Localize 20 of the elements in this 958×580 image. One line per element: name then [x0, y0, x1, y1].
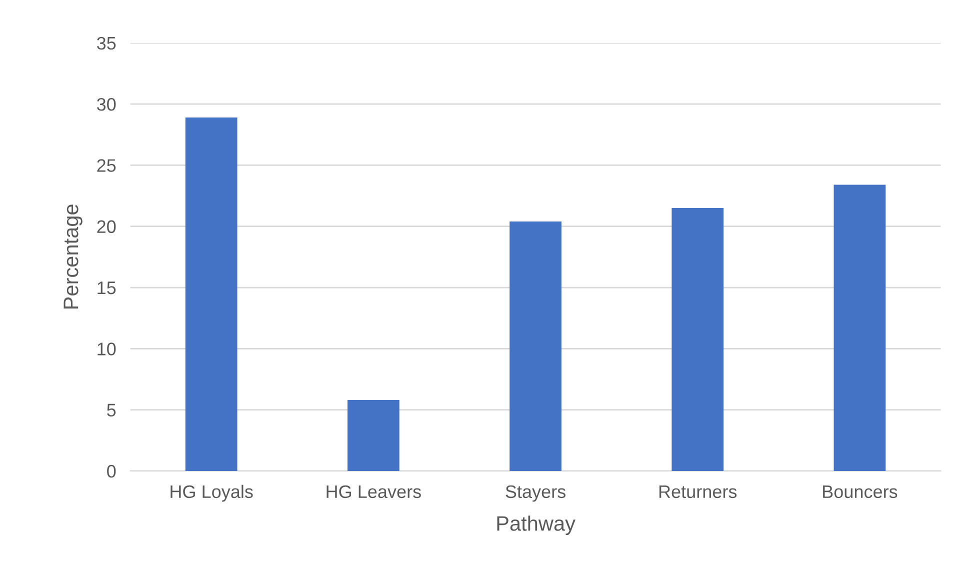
x-tick-label: HG Loyals	[170, 484, 253, 502]
x-axis-title: Pathway	[497, 516, 576, 535]
bar	[672, 208, 724, 471]
y-tick-label: 0	[107, 464, 116, 478]
bar	[347, 400, 400, 471]
y-tick-label: 10	[98, 342, 116, 356]
x-tick-label: Returners	[659, 486, 737, 498]
x-tick-label: Bouncers	[823, 486, 898, 498]
x-tick-label: HG Leavers	[326, 485, 421, 498]
y-tick-label: 35	[97, 36, 116, 50]
x-tick-label: Stayers	[506, 485, 566, 502]
y-tick-label: 5	[107, 404, 116, 417]
y-tick-label: 15	[98, 282, 116, 294]
y-tick-label: 20	[97, 220, 116, 234]
y-axis-title: Percentage	[64, 204, 82, 309]
bar	[185, 118, 238, 471]
bar	[510, 221, 562, 471]
bar	[834, 184, 886, 471]
y-tick-label: 30	[97, 98, 116, 111]
y-tick-label: 25	[97, 159, 116, 172]
